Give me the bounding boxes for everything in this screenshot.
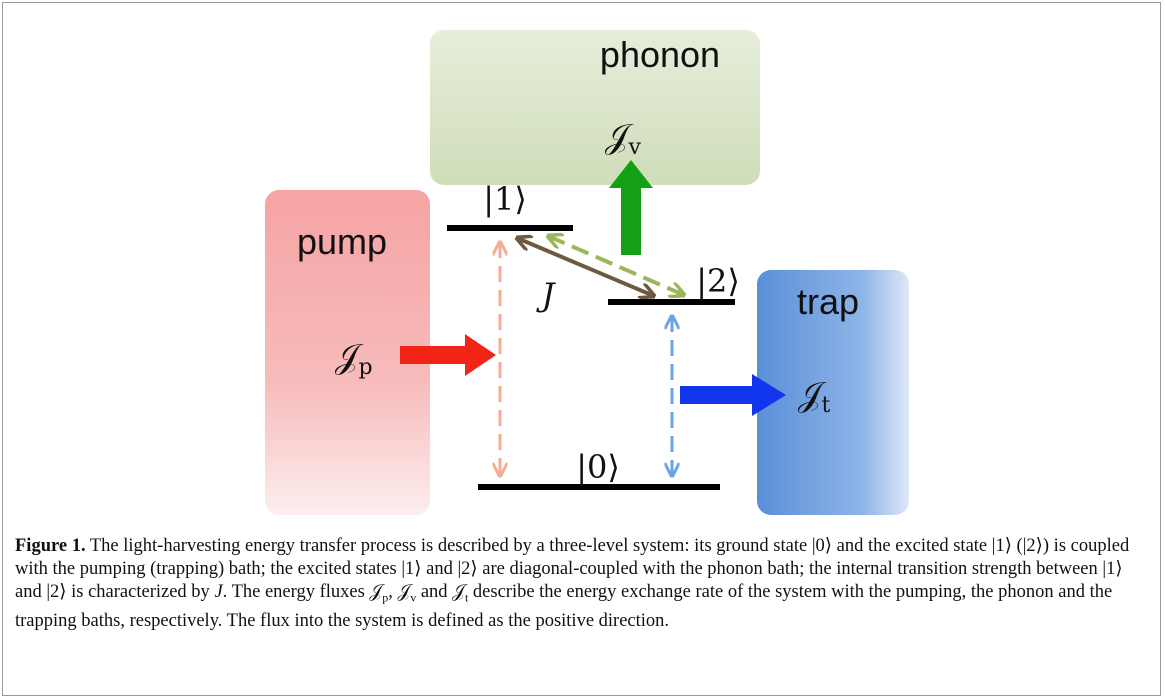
phonon-transition [548, 236, 684, 295]
flux-sub: v [410, 590, 417, 605]
pump-flux-arrow [400, 334, 496, 376]
flux-sub: p [358, 355, 372, 380]
caption-text: The light-harvesting energy transfer pro… [15, 536, 1130, 602]
caption-text: . The energy fluxes [222, 582, 370, 602]
flux-sub: v [627, 135, 641, 160]
flux-symbol: 𝒥 [369, 582, 383, 602]
phonon-label: phonon [600, 34, 720, 75]
caption-text: and [416, 582, 453, 602]
flux-sub: p [382, 590, 389, 605]
diagram: phonon pump trap |1⟩ |2⟩ |0⟩ J 𝒥v 𝒥p 𝒥t [265, 30, 909, 515]
trap-bath [757, 270, 909, 515]
phonon-bath [430, 30, 760, 185]
caption-italic: J [214, 582, 223, 602]
phonon-flux-arrow [609, 160, 653, 255]
figure-caption: Figure 1. The light-harvesting energy tr… [15, 535, 1150, 633]
caption-flux: 𝒥v [397, 582, 417, 605]
phonon-flux-label: 𝒥v [605, 117, 641, 160]
caption-flux: 𝒥t [452, 582, 469, 605]
level-0-label: |0⟩ [576, 448, 620, 486]
trap-flux-arrow [680, 374, 786, 416]
flux-sub: t [464, 590, 469, 605]
trap-label: trap [797, 281, 859, 322]
flux-sub: t [821, 393, 830, 418]
pump-bath [265, 190, 430, 515]
level-1-label: |1⟩ [483, 180, 527, 218]
caption-text: describe the energy exchange rate of the… [15, 582, 1113, 631]
level-2-label: |2⟩ [696, 262, 740, 300]
caption-flux: 𝒥p [369, 582, 389, 605]
flux-symbol: 𝒥 [397, 582, 411, 602]
coupling-label: J [536, 276, 557, 314]
caption-text: , [388, 582, 398, 602]
caption-label: Figure 1. [15, 536, 86, 556]
flux-symbol: 𝒥 [452, 582, 465, 602]
pump-label: pump [297, 221, 387, 262]
